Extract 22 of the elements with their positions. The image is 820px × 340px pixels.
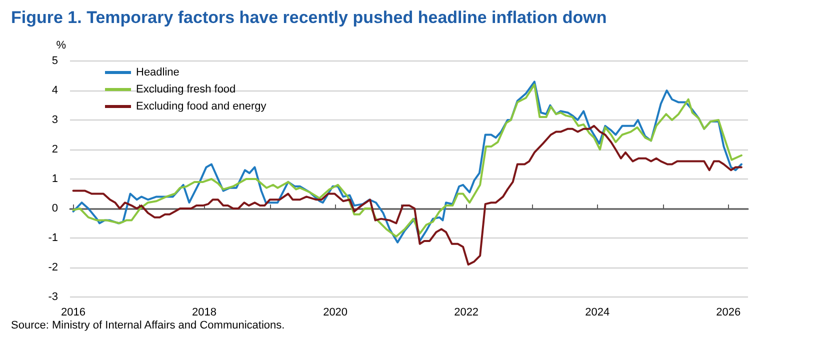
line-series [72, 124, 742, 266]
y-tick-label: 3 [52, 114, 58, 126]
x-tick-label: 2024 [585, 306, 610, 318]
chart-title: Figure 1. Temporary factors have recently pushed headline inflation down [11, 8, 607, 27]
y-tick-label: -2 [48, 262, 58, 274]
y-tick-label: 0 [52, 202, 58, 214]
legend-label: Excluding fresh food [136, 84, 236, 96]
x-tick-label: 2018 [192, 306, 217, 318]
y-tick-label: 4 [52, 84, 58, 96]
x-tick-label: 2016 [61, 306, 86, 318]
legend-label: Excluding food and energy [136, 100, 267, 112]
legend-label: Headline [136, 66, 180, 78]
x-tick-label: 2022 [454, 306, 479, 318]
x-tick-label: 2026 [716, 306, 741, 318]
x-tick-label: 2020 [323, 306, 348, 318]
y-axis-title: % [56, 40, 66, 52]
y-tick-label: 1 [52, 173, 58, 185]
y-tick-label: -3 [48, 291, 58, 303]
y-tick-label: 2 [52, 144, 58, 156]
source-note: Source: Ministry of Internal Affairs and Communications. [11, 320, 285, 332]
y-tick-label: -1 [48, 232, 58, 244]
y-tick-label: 5 [52, 55, 58, 67]
